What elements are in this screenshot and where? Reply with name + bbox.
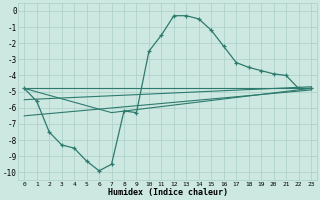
X-axis label: Humidex (Indice chaleur): Humidex (Indice chaleur) [108, 188, 228, 197]
